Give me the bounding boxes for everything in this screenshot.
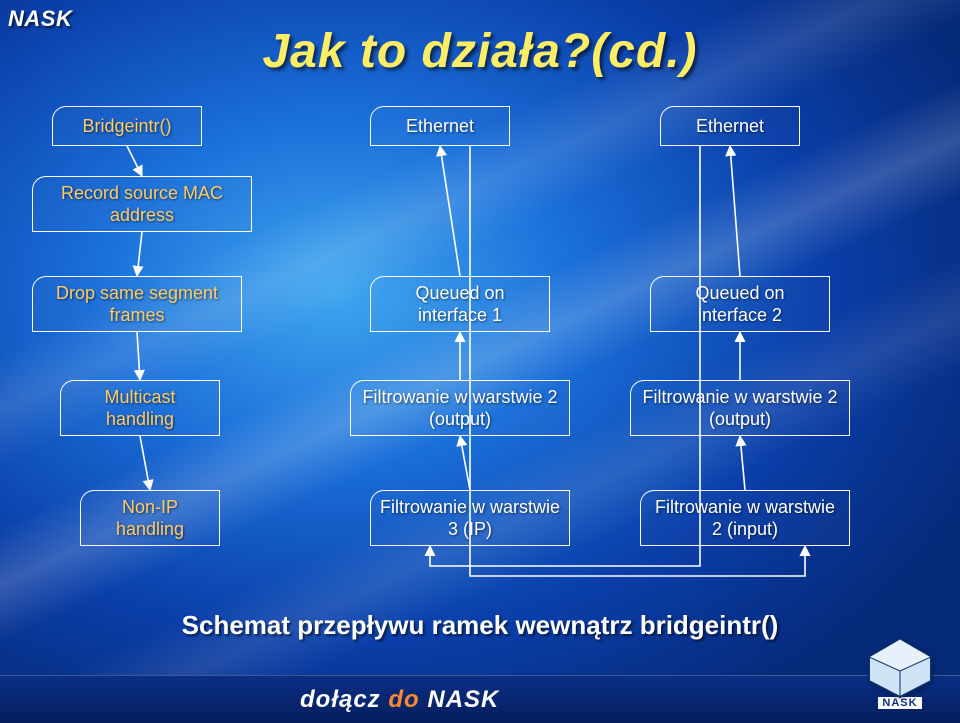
box-filt2in: Filtrowanie w warstwie 2 (input) bbox=[640, 490, 850, 546]
nask-logo-icon bbox=[865, 637, 935, 699]
footer-slogan-suffix: NASK bbox=[427, 686, 499, 713]
box-bridgeintr: Bridgeintr() bbox=[52, 106, 202, 146]
box-nonip: Non-IP handling bbox=[80, 490, 220, 546]
arrow-filt3ip-to-filt2out_a bbox=[460, 436, 470, 490]
box-q2: Queued on interface 2 bbox=[650, 276, 830, 332]
footer-slogan-prefix: dołącz bbox=[300, 686, 388, 713]
diagram-caption: Schemat przepływu ramek wewnątrz bridgei… bbox=[0, 610, 960, 641]
box-filt2out_a: Filtrowanie w warstwie 2 (output) bbox=[350, 380, 570, 436]
box-multicast: Multicast handling bbox=[60, 380, 220, 436]
arrow-q2-to-eth2 bbox=[730, 146, 740, 276]
box-eth1: Ethernet bbox=[370, 106, 510, 146]
footer-bar: dołącz do NASK NASK bbox=[0, 675, 960, 723]
footer-logo: NASK bbox=[856, 629, 944, 717]
box-eth2: Ethernet bbox=[660, 106, 800, 146]
arrow-drop-to-multicast bbox=[137, 332, 140, 380]
footer-slogan-accent: do bbox=[388, 686, 427, 713]
box-record: Record source MAC address bbox=[32, 176, 252, 232]
box-q1: Queued on interface 1 bbox=[370, 276, 550, 332]
arrow-record-to-drop bbox=[137, 232, 142, 276]
footer-slogan: dołącz do NASK bbox=[300, 686, 499, 714]
box-filt3ip: Filtrowanie w warstwie 3 (IP) bbox=[370, 490, 570, 546]
arrow-multicast-to-nonip bbox=[140, 436, 150, 490]
box-drop: Drop same segment frames bbox=[32, 276, 242, 332]
arrow-filt2in-to-filt2out_b bbox=[740, 436, 745, 490]
page-title: Jak to działa?(cd.) bbox=[0, 24, 960, 79]
box-filt2out_b: Filtrowanie w warstwie 2 (output) bbox=[630, 380, 850, 436]
arrow-q1-to-eth1 bbox=[440, 146, 460, 276]
arrow-bridgeintr-to-record bbox=[127, 146, 142, 176]
